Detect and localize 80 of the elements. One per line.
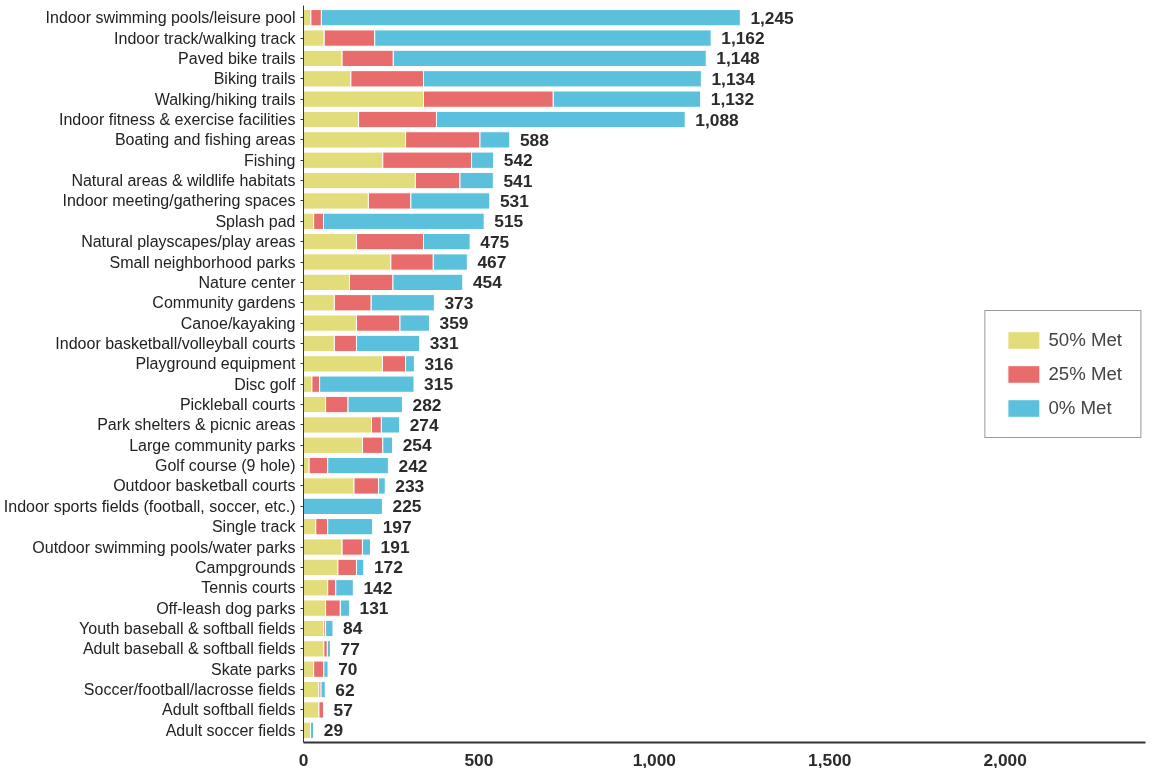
y-tick-label: Youth baseball & softball fields xyxy=(79,619,296,637)
y-tick-label: Campgrounds xyxy=(195,558,296,576)
total-label: 70 xyxy=(338,659,358,680)
legend-label: 50% Met xyxy=(1048,328,1122,351)
total-label: 475 xyxy=(480,231,510,252)
total-label: 1,245 xyxy=(750,7,795,28)
total-label: 542 xyxy=(503,150,533,171)
y-tick-label: Boating and fishing areas xyxy=(114,131,296,149)
total-label: 1,134 xyxy=(711,68,756,89)
y-tick-label: Tennis courts xyxy=(201,579,296,597)
total-label: 331 xyxy=(429,333,459,354)
y-tick-label: Park shelters & picnic areas xyxy=(97,416,296,434)
total-label: 588 xyxy=(519,129,550,150)
legend-label: 0% Met xyxy=(1048,396,1112,419)
y-tick-label: Biking trails xyxy=(213,70,296,88)
legend-label: 25% Met xyxy=(1048,362,1122,385)
total-label: 225 xyxy=(392,496,422,517)
y-tick-label: Off-leash dog parks xyxy=(156,599,296,617)
y-tick-label: Canoe/kayaking xyxy=(180,314,296,332)
total-label: 1,088 xyxy=(695,109,740,130)
y-tick-label: Indoor fitness & exercise facilities xyxy=(58,111,296,129)
y-tick-label: Community gardens xyxy=(152,294,296,312)
y-tick-label: Indoor meeting/gathering spaces xyxy=(62,192,296,210)
y-tick-label: Golf course (9 hole) xyxy=(154,457,296,475)
x-tick-label: 0 xyxy=(298,749,309,770)
y-tick-label: Natural playscapes/play areas xyxy=(81,233,296,251)
y-tick-label: Pickleball courts xyxy=(179,396,296,414)
total-label: 142 xyxy=(363,577,393,598)
total-label: 515 xyxy=(494,211,524,232)
y-tick-label: Large community parks xyxy=(129,436,296,454)
total-label: 373 xyxy=(444,292,474,313)
total-label: 77 xyxy=(340,638,360,659)
y-tick-label: Indoor swimming pools/leisure pool xyxy=(45,9,296,27)
y-tick-label: Outdoor basketball courts xyxy=(113,477,296,495)
total-label: 172 xyxy=(373,557,403,578)
y-tick-label: Fishing xyxy=(243,151,296,169)
y-tick-label: Adult soccer fields xyxy=(165,721,296,739)
total-label: 541 xyxy=(503,170,533,191)
total-label: 191 xyxy=(380,537,410,558)
y-tick-label: Adult baseball & softball fields xyxy=(82,640,296,658)
total-label: 84 xyxy=(343,618,363,639)
y-tick-label: Skate parks xyxy=(211,660,296,678)
y-tick-label: Adult softball fields xyxy=(162,701,296,719)
total-label: 233 xyxy=(395,475,425,496)
total-label: 282 xyxy=(412,394,442,415)
y-tick-label: Soccer/football/lacrosse fields xyxy=(83,681,296,699)
y-tick-label: Indoor sports fields (football, soccer, etc.) xyxy=(3,497,296,515)
total-label: 197 xyxy=(382,516,412,537)
total-label: 131 xyxy=(359,598,389,619)
y-tick-label: Natural areas & wildlife habitats xyxy=(71,172,296,190)
total-label: 454 xyxy=(472,272,503,293)
total-label: 315 xyxy=(424,374,454,395)
x-tick-label: 500 xyxy=(464,749,494,770)
total-label: 1,148 xyxy=(716,48,761,69)
y-tick-label: Walking/hiking trails xyxy=(154,90,296,108)
x-tick-label: 1,000 xyxy=(632,749,677,770)
total-label: 1,132 xyxy=(710,89,755,110)
y-tick-label: Indoor track/walking track xyxy=(114,29,297,47)
total-label: 254 xyxy=(402,435,432,456)
y-tick-label: Indoor basketball/volleyball courts xyxy=(55,334,296,352)
total-label: 359 xyxy=(439,313,469,334)
total-label: 242 xyxy=(398,455,428,476)
y-tick-label: Playground equipment xyxy=(135,355,297,373)
total-label: 57 xyxy=(333,699,353,720)
y-tick-label: Paved bike trails xyxy=(178,49,296,67)
total-label: 274 xyxy=(409,414,440,435)
total-label: 1,162 xyxy=(721,28,765,49)
y-tick-label: Nature center xyxy=(198,273,297,291)
y-tick-label: Splash pad xyxy=(215,212,296,230)
y-tick-label: Outdoor swimming pools/water parks xyxy=(32,538,296,556)
total-label: 316 xyxy=(424,353,454,374)
y-tick-label: Small neighborhood parks xyxy=(109,253,296,271)
total-label: 62 xyxy=(335,679,355,700)
total-label: 531 xyxy=(499,190,530,211)
total-label: 467 xyxy=(477,252,507,273)
total-label: 29 xyxy=(323,720,344,741)
y-tick-label: Disc golf xyxy=(234,375,297,393)
x-tick-label: 1,500 xyxy=(808,749,852,770)
x-tick-label: 2,000 xyxy=(983,749,1027,770)
y-tick-label: Single track xyxy=(211,518,297,536)
